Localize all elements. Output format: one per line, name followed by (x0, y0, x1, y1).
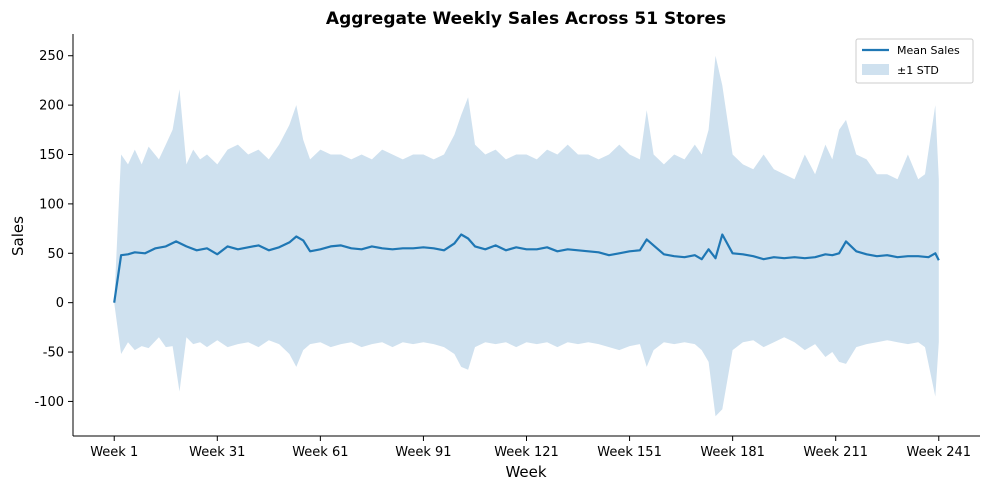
mean-line-layer (113, 233, 940, 303)
y-tick-label-3: 100 (39, 197, 64, 212)
y-axis-title: Sales (9, 216, 27, 256)
x-axis-title: Week (505, 463, 546, 481)
chart-title: Aggregate Weekly Sales Across 51 Stores (326, 9, 726, 29)
x-tick-label-5: Week 151 (597, 445, 662, 460)
x-tick-label-6: Week 181 (700, 445, 765, 460)
y-tick-label-6: -50 (43, 346, 64, 361)
y-tick-label-0: 250 (39, 49, 64, 64)
x-tick-label-1: Week 31 (189, 445, 245, 460)
y-tick-label-4: 50 (47, 247, 64, 262)
x-ticks: Week 1 Week 31 Week 61 Week 91 Week 121 Week … (90, 436, 971, 460)
x-tick-label-2: Week 61 (292, 445, 348, 460)
legend: Mean Sales ±1 STD (855, 38, 974, 84)
std-band-area (114, 55, 939, 417)
y-tick-label-2: 150 (39, 148, 64, 163)
legend-mean-label: Mean Sales (897, 44, 960, 57)
y-tick-label-5: 0 (56, 296, 64, 311)
x-tick-label-0: Week 1 (90, 445, 138, 460)
x-tick-label-7: Week 211 (803, 445, 868, 460)
std-band-layer (114, 55, 939, 417)
x-tick-label-4: Week 121 (494, 445, 559, 460)
x-tick-label-3: Week 91 (395, 445, 451, 460)
y-tick-label-7: -100 (34, 395, 64, 410)
y-tick-label-1: 200 (39, 99, 64, 114)
x-tick-label-8: Week 241 (906, 445, 971, 460)
legend-std-label: ±1 STD (897, 64, 939, 77)
mean-sales-line-0 (113, 233, 940, 303)
legend-std-swatch (862, 64, 889, 75)
y-ticks: 250 200 150 100 50 0 -50 -100 (34, 49, 73, 410)
